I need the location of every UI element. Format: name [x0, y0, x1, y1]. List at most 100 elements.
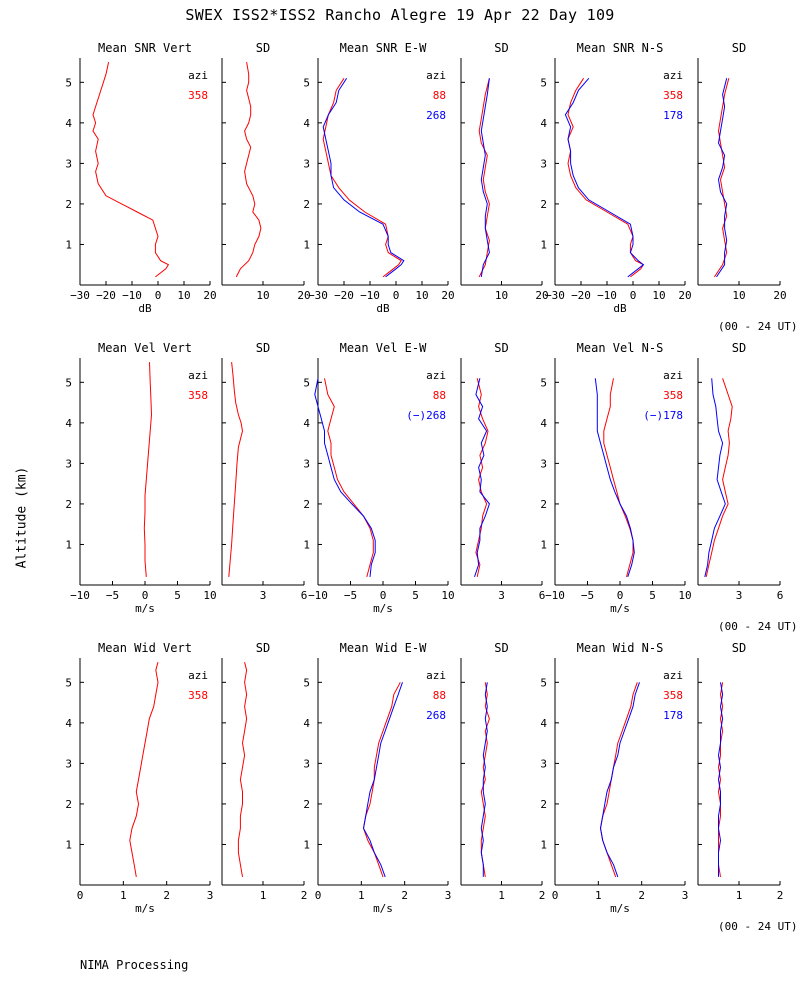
series-line-blue [717, 682, 724, 877]
x-tick-label: 0 [155, 289, 162, 302]
y-tick-label: 1 [65, 238, 72, 251]
y-tick-label: 1 [65, 538, 72, 551]
y-tick-label: 4 [65, 117, 72, 130]
x-tick-label: −10 [70, 589, 90, 602]
x-axis-label: m/s [373, 902, 393, 915]
x-tick-label: −10 [122, 289, 142, 302]
x-tick-label: 1 [736, 889, 743, 902]
x-tick-label: 20 [441, 289, 454, 302]
legend-entry: 178 [663, 709, 683, 722]
y-tick-label: 4 [540, 417, 547, 430]
panel-title: SD [256, 641, 270, 655]
time-range-note-row3: (00 - 24 UT) [718, 920, 798, 933]
x-tick-label: −5 [106, 589, 119, 602]
series-line-blue [362, 682, 403, 878]
y-tick-label: 5 [540, 76, 547, 89]
legend-entry: azi [663, 369, 683, 382]
x-tick-label: −30 [70, 289, 90, 302]
y-tick-label: 2 [65, 498, 72, 511]
y-tick-label: 4 [303, 117, 310, 130]
x-tick-label: 6 [539, 589, 546, 602]
x-tick-label: 6 [301, 589, 308, 602]
x-tick-label: 2 [401, 889, 408, 902]
series-line-blue [314, 378, 376, 577]
x-tick-label: 10 [256, 289, 269, 302]
x-tick-label: 10 [652, 289, 665, 302]
legend-entry: azi [426, 669, 446, 682]
series-line-blue [480, 78, 490, 277]
x-tick-label: 2 [539, 889, 546, 902]
x-tick-label: −5 [344, 589, 357, 602]
y-tick-label: 5 [65, 676, 72, 689]
panel-title: Mean Wid E-W [340, 641, 427, 655]
legend-entry: (−)268 [406, 409, 446, 422]
y-tick-label: 3 [303, 157, 310, 170]
x-tick-label: 20 [678, 289, 691, 302]
y-tick-label: 5 [303, 676, 310, 689]
y-tick-label: 1 [303, 838, 310, 851]
series-line-red [717, 682, 724, 877]
x-tick-label: 5 [649, 589, 656, 602]
x-tick-label: 10 [678, 589, 691, 602]
legend-entry: 88 [433, 689, 446, 702]
series-line-red [475, 378, 489, 578]
legend-entry: azi [188, 669, 208, 682]
x-axis-label: m/s [610, 602, 630, 615]
panel-title: SD [732, 641, 746, 655]
legend-entry: (−)178 [643, 409, 683, 422]
x-tick-label: 10 [177, 289, 190, 302]
y-tick-label: 2 [540, 198, 547, 211]
x-tick-label: −5 [581, 589, 594, 602]
panel-title: Mean SNR E-W [340, 41, 427, 55]
y-tick-label: 2 [540, 798, 547, 811]
y-tick-label: 3 [65, 157, 72, 170]
x-tick-label: 5 [412, 589, 419, 602]
series-line-blue [564, 77, 645, 278]
y-tick-label: 1 [540, 838, 547, 851]
y-tick-label: 2 [65, 198, 72, 211]
y-tick-label: 3 [65, 757, 72, 770]
series-line-red [713, 78, 730, 278]
x-tick-label: 10 [732, 289, 745, 302]
legend-entry: 178 [663, 109, 683, 122]
y-tick-label: 4 [540, 717, 547, 730]
x-tick-label: 3 [498, 589, 505, 602]
series-line-red [129, 661, 159, 877]
legend-entry: 358 [663, 89, 683, 102]
x-tick-label: 1 [358, 889, 365, 902]
x-tick-label: 20 [535, 289, 548, 302]
legend-entry: 358 [663, 389, 683, 402]
y-tick-label: 4 [65, 717, 72, 730]
x-tick-label: 0 [77, 889, 84, 902]
x-axis-label: m/s [135, 602, 155, 615]
x-tick-label: 3 [682, 889, 689, 902]
y-tick-label: 5 [65, 376, 72, 389]
y-tick-label: 1 [303, 538, 310, 551]
y-tick-label: 2 [303, 798, 310, 811]
legend-entry: azi [188, 369, 208, 382]
time-range-note-row1: (00 - 24 UT) [718, 320, 798, 333]
legend-entry: 358 [188, 689, 208, 702]
x-tick-label: −30 [308, 289, 328, 302]
y-tick-label: 5 [540, 376, 547, 389]
panel-title: SD [732, 41, 746, 55]
x-tick-label: 1 [498, 889, 505, 902]
series-line-red [478, 78, 490, 278]
y-tick-label: 3 [540, 757, 547, 770]
x-tick-label: 1 [260, 889, 267, 902]
x-tick-label: 0 [552, 889, 559, 902]
legend-entry: azi [188, 69, 208, 82]
x-tick-label: 10 [415, 289, 428, 302]
series-line-red [235, 62, 262, 278]
series-line-blue [474, 378, 490, 578]
x-tick-label: −10 [360, 289, 380, 302]
y-tick-label: 5 [303, 376, 310, 389]
x-tick-label: 2 [638, 889, 645, 902]
y-tick-label: 4 [303, 717, 310, 730]
panel-title: SD [494, 41, 508, 55]
y-tick-label: 1 [540, 238, 547, 251]
x-tick-label: 3 [445, 889, 452, 902]
series-line-red [228, 362, 244, 577]
y-tick-label: 1 [303, 238, 310, 251]
panel-title: Mean Vel Vert [98, 341, 192, 355]
